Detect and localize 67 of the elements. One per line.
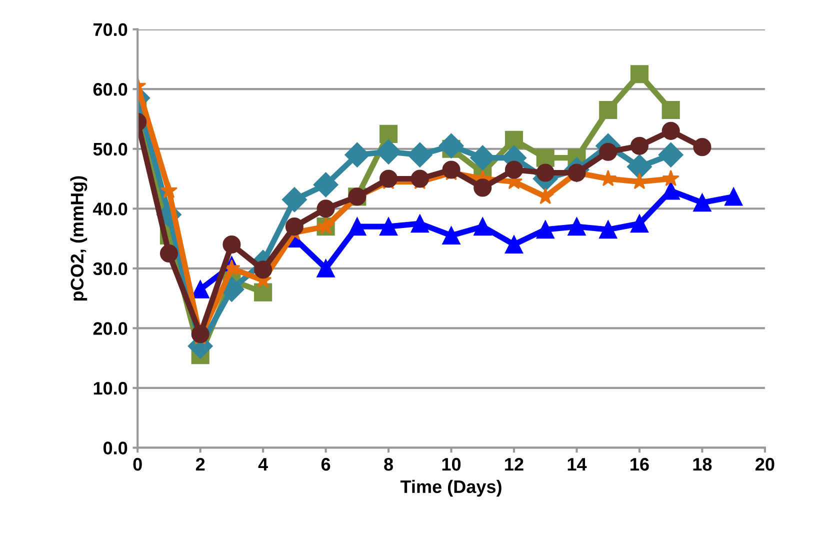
point: [316, 259, 335, 278]
x-tick-label: 2: [196, 458, 205, 471]
point: [662, 170, 680, 186]
x-tick-label: 16: [630, 458, 649, 471]
point: [724, 188, 743, 206]
y-tick-label: 60.0: [93, 83, 128, 96]
point: [442, 160, 460, 179]
x-tick-label: 0: [133, 458, 142, 471]
point: [254, 283, 272, 302]
point: [254, 260, 272, 279]
point: [630, 136, 649, 155]
point: [313, 172, 338, 198]
point: [222, 235, 241, 254]
point: [504, 130, 524, 149]
y-tick-label: 20.0: [93, 322, 128, 335]
point: [316, 200, 335, 218]
point: [599, 142, 618, 161]
y-axis-title: pCO2, (mmHg): [70, 176, 88, 301]
point: [662, 100, 680, 120]
point: [344, 142, 370, 168]
point: [693, 194, 712, 212]
point: [658, 142, 684, 168]
point: [630, 214, 649, 233]
y-tick-label: 30.0: [93, 262, 128, 276]
point: [568, 218, 586, 236]
point: [504, 235, 524, 254]
point: [380, 218, 398, 236]
point: [376, 139, 402, 164]
point: [474, 178, 492, 197]
x-tick-label: 12: [505, 458, 524, 471]
point: [282, 187, 307, 212]
point: [410, 214, 429, 233]
point: [662, 122, 680, 140]
point: [160, 182, 178, 198]
point: [626, 154, 652, 180]
point: [536, 220, 554, 239]
point: [438, 133, 464, 158]
x-tick-label: 4: [258, 458, 268, 471]
point: [536, 148, 554, 167]
x-tick-label: 10: [442, 458, 461, 471]
point: [348, 218, 366, 236]
x-tick-label: 8: [384, 458, 393, 471]
y-tick-label: 50.0: [93, 142, 128, 156]
x-tick-label: 14: [568, 458, 587, 471]
point: [693, 138, 712, 156]
y-tick-label: 0.0: [103, 442, 128, 454]
point: [474, 218, 492, 236]
point: [160, 244, 178, 262]
x-tick-label: 18: [693, 458, 712, 471]
point: [599, 100, 618, 120]
x-tick-label: 20: [756, 458, 774, 471]
point: [442, 226, 460, 245]
y-tick-label: 40.0: [93, 202, 128, 216]
point: [504, 160, 524, 179]
point: [380, 124, 398, 143]
y-tick-label: 10.0: [94, 382, 128, 395]
x-axis-title: Time (Days): [400, 480, 502, 497]
point: [191, 325, 210, 344]
point: [285, 218, 304, 236]
point: [599, 220, 618, 239]
point: [407, 142, 432, 168]
y-tick-label: 70.0: [94, 23, 128, 36]
x-tick-label: 6: [321, 458, 330, 471]
point: [536, 164, 554, 182]
point: [410, 170, 429, 188]
point: [630, 65, 649, 84]
point: [380, 170, 398, 188]
